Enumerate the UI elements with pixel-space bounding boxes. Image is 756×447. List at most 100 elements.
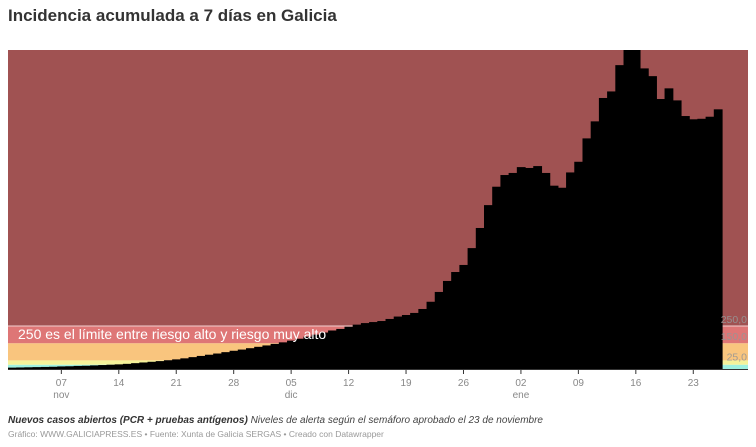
bar [237,349,247,369]
bar [418,308,428,369]
bar [484,205,493,369]
bar [106,364,116,369]
bar [81,365,91,369]
bar [631,50,641,369]
notes-rest: Niveles de alerta según el semáforo apro… [250,415,543,426]
bar [49,366,58,369]
bar [336,328,346,369]
bar [8,367,17,369]
bar [246,348,255,369]
chart-notes: Nuevos casos abiertos (PCR + pruebas ant… [8,415,543,426]
bar [459,264,469,369]
bar [180,358,190,369]
bar [57,366,67,369]
x-tick-label: 19 [400,378,412,389]
bar [442,280,452,369]
bar [410,312,419,369]
bar [508,172,518,369]
bar [492,186,502,369]
bar [557,187,567,369]
bar [311,334,321,369]
bar [32,367,42,369]
bar [582,138,592,369]
bar [98,365,108,369]
x-tick-label: 09 [573,378,585,389]
bar [549,185,559,369]
bar [90,365,99,369]
x-tick-label: 02 [515,378,527,389]
bar [287,340,296,369]
bar [344,326,354,369]
bar [713,109,723,369]
bar [147,361,157,369]
bar [656,99,666,370]
bar [672,100,682,369]
bar [262,345,272,369]
bar [221,352,231,369]
bar [525,167,534,369]
bar [615,65,625,370]
bar [697,118,707,369]
bar [172,359,181,369]
x-tick-label: 12 [343,378,355,389]
bar [541,172,551,369]
x-tick-month: ene [513,390,530,400]
bar [213,353,222,369]
bar [393,316,403,369]
bar [139,362,149,369]
band-label: 25,0 [727,352,748,364]
bar [122,363,132,369]
notes-bold: Nuevos casos abiertos (PCR + pruebas ant… [8,415,248,426]
bar [664,88,674,369]
chart-credits: Gráfico: WWW.GALICIAPRESS.ES • Fuente: X… [8,429,384,439]
bar [426,301,436,369]
bar [385,318,395,369]
x-tick-label: 07 [56,378,68,389]
bar [303,336,313,369]
bar [598,97,608,369]
bar [196,355,206,369]
band-label: 150,0 [721,331,747,343]
bar [377,321,387,369]
bar [295,338,305,369]
bar [24,367,34,369]
bar [114,364,124,369]
bar [229,350,239,369]
bar [319,332,329,369]
bar [574,161,584,369]
bar [623,50,633,369]
bar [434,291,444,369]
bar [163,360,173,369]
bar [566,172,575,369]
bar [680,116,690,369]
bar [65,366,75,369]
bar [328,330,337,369]
x-tick-label: 28 [228,378,240,389]
bar [131,363,140,369]
bar [360,323,370,369]
bar [516,167,526,369]
annotation-text: 250 es el límite entre riesgo alto y rie… [18,326,326,342]
bar [254,346,264,369]
bar [533,166,543,369]
bar [188,357,198,369]
bar [278,342,288,369]
x-tick-month: dic [285,390,298,400]
bar [369,322,378,369]
incidence-chart: 250,0 150,0 25,0 250 es el límite entre rie… [8,50,748,400]
bar [500,175,510,369]
bar [16,367,26,369]
bar [475,227,485,369]
bar [40,366,50,369]
chart-title: Incidencia acumulada a 7 días en Galicia [8,6,337,25]
bar [352,324,362,369]
x-tick-label: 14 [113,378,125,389]
x-tick-label: 16 [630,378,642,389]
bar [451,272,460,369]
x-tick-month: nov [53,390,69,400]
bar [467,248,477,369]
bar [689,119,698,369]
bar [73,365,83,369]
bar [607,91,616,369]
x-tick-label: 21 [171,378,183,389]
